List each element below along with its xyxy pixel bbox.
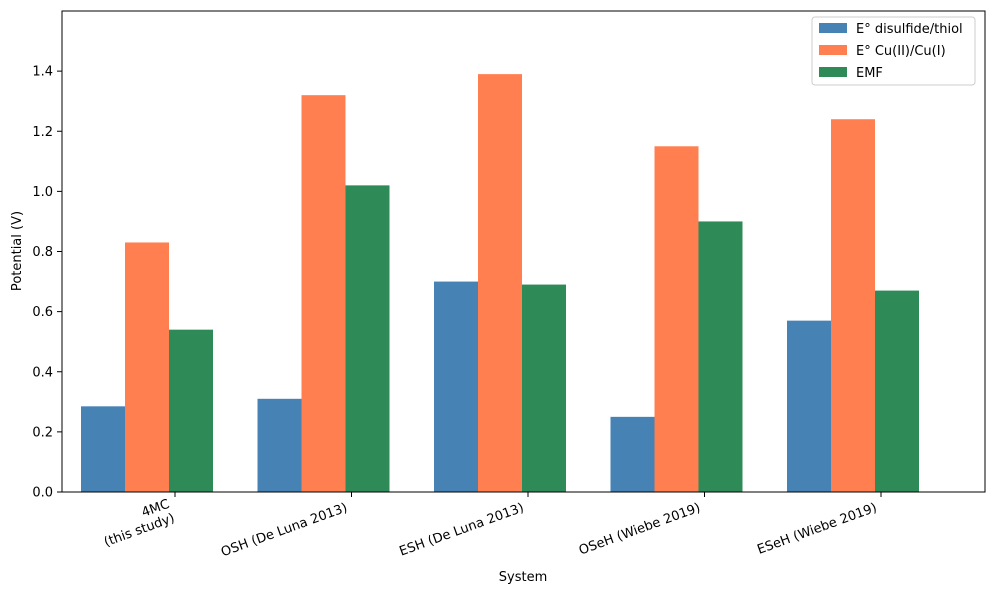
y-tick-label: 1.0	[32, 185, 53, 200]
legend-label: E° disulfide/thiol	[856, 22, 963, 37]
y-tick-label: 0.4	[32, 365, 53, 380]
y-tick-label: 0.2	[32, 425, 53, 440]
bar	[301, 95, 346, 493]
x-tick-label-line: (this study)	[102, 511, 177, 550]
legend-swatch	[819, 45, 847, 55]
legend-box	[811, 16, 976, 86]
legend-swatch	[819, 23, 847, 33]
bar	[787, 320, 831, 492]
y-tick-label: 0.8	[32, 245, 53, 260]
bar	[125, 242, 169, 492]
x-tick-label-line: ESeH (Wiebe 2019)	[755, 501, 879, 558]
legend-label: EMF	[856, 66, 883, 81]
bar	[169, 329, 213, 492]
x-axis-label: System	[499, 570, 547, 585]
y-axis-label: Potential (V)	[10, 211, 25, 291]
bar	[434, 281, 478, 492]
legend-label: E° Cu(II)/Cu(I)	[856, 44, 946, 59]
x-tick-label-line: OSH (De Luna 2013)	[219, 501, 349, 561]
bar	[654, 146, 699, 492]
y-tick-label: 1.4	[32, 65, 53, 80]
y-tick-label: 0.6	[32, 305, 53, 320]
x-axis: 4MC(this study) OSH (De Luna 2013) ESH (De…	[97, 492, 882, 561]
x-tick-label: 4MC(this study)	[97, 497, 177, 551]
legend: E° disulfide/thiol E° Cu(II)/Cu(I) EMF	[811, 16, 976, 86]
plot-frame	[61, 10, 986, 493]
bar	[698, 221, 743, 492]
x-tick-label-line: OSeH (Wiebe 2019)	[577, 501, 703, 559]
legend-swatch	[819, 67, 847, 77]
x-tick-label: ESH (De Luna 2013)	[397, 501, 526, 560]
x-tick-label-line: ESH (De Luna 2013)	[397, 501, 526, 560]
x-tick-label: OSH (De Luna 2013)	[219, 501, 349, 561]
bar	[257, 398, 302, 492]
bar	[831, 119, 875, 492]
bar	[522, 284, 566, 492]
bars-group	[81, 74, 919, 493]
x-tick-label: OSeH (Wiebe 2019)	[577, 501, 703, 559]
x-tick-label: ESeH (Wiebe 2019)	[755, 501, 879, 558]
y-axis: 0.0 0.2 0.4 0.6 0.8 1.0 1.2 1.4	[32, 65, 62, 501]
bar	[875, 290, 919, 492]
bar	[81, 406, 125, 492]
y-tick-label: 0.0	[32, 486, 53, 501]
bar	[478, 74, 522, 492]
y-tick-label: 1.2	[32, 125, 53, 140]
bar	[345, 185, 390, 493]
bar	[610, 416, 655, 492]
